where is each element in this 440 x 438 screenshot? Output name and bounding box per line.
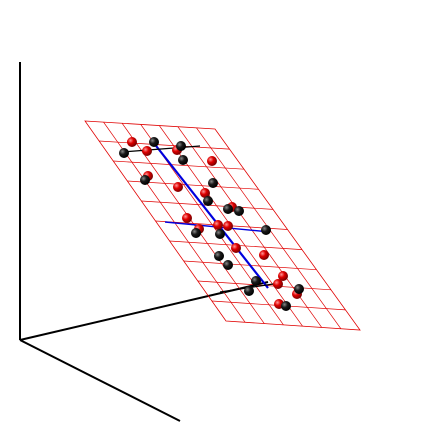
black-atom	[223, 260, 233, 270]
grid-line-row	[113, 160, 245, 170]
connector-line	[121, 145, 201, 153]
red-atom	[142, 146, 152, 156]
black-atom	[281, 301, 291, 311]
connector-lines	[121, 141, 281, 293]
grid-line-col	[121, 123, 265, 324]
y-axis	[19, 281, 269, 341]
plane-outline	[84, 120, 361, 331]
black-atom	[244, 286, 254, 296]
black-atom	[251, 276, 261, 286]
black-atom	[214, 251, 224, 261]
red-atom	[223, 221, 233, 231]
black-atom	[215, 229, 225, 239]
black-atom	[294, 284, 304, 294]
black-atom	[208, 178, 218, 188]
x-axis	[19, 339, 181, 422]
black-atom	[203, 196, 213, 206]
red-atom	[231, 243, 241, 253]
black-atom	[119, 148, 129, 158]
grid-line-row	[99, 140, 230, 150]
black-atom	[176, 141, 186, 151]
black-atom	[178, 155, 188, 165]
red-atom	[259, 250, 269, 260]
red-atom	[127, 137, 137, 147]
red-atom	[182, 213, 192, 223]
red-atom	[278, 271, 288, 281]
black-atom	[261, 225, 271, 235]
black-atom	[223, 204, 233, 214]
red-atom	[213, 220, 223, 230]
axes	[19, 62, 269, 422]
red-atom	[173, 182, 183, 192]
black-atom	[140, 175, 150, 185]
atom-spheres	[119, 137, 304, 311]
black-atom	[149, 137, 159, 147]
connector-line	[152, 141, 269, 289]
black-atom	[234, 206, 244, 216]
red-atom	[200, 188, 210, 198]
black-atom	[191, 228, 201, 238]
red-atom	[273, 279, 283, 289]
red-atom	[207, 156, 217, 166]
